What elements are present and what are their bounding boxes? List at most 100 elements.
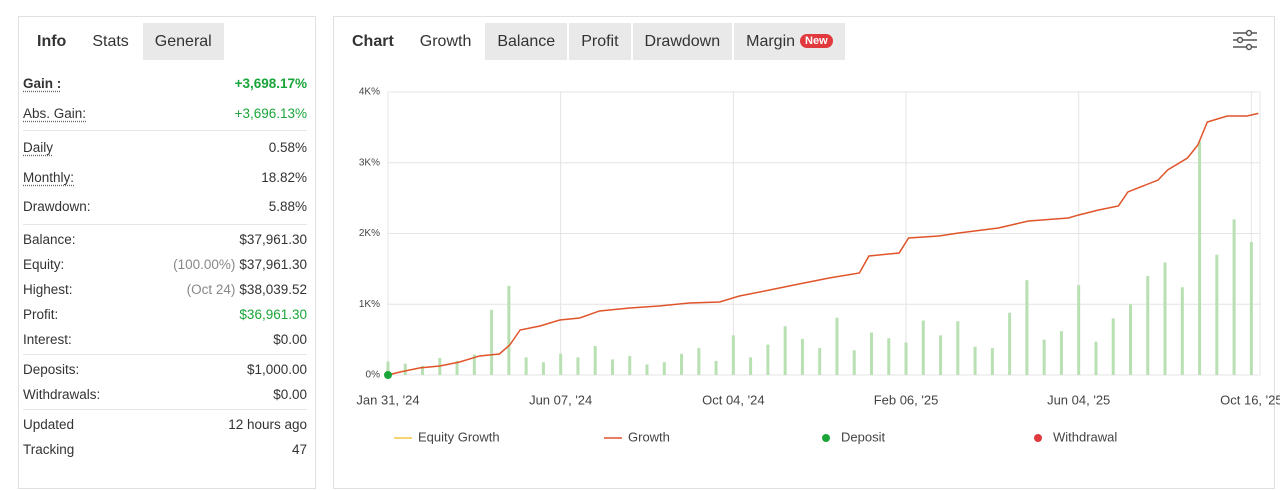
stat-value: +3,698.17%	[234, 76, 307, 92]
legend-label: Withdrawal	[1053, 429, 1117, 444]
bar	[869, 332, 873, 375]
tab[interactable]: Stats	[80, 23, 141, 60]
bar	[559, 353, 563, 375]
bar	[1215, 254, 1219, 375]
stat-value: $38,039.52	[239, 281, 307, 297]
settings-icon[interactable]	[1232, 28, 1258, 52]
bar	[507, 285, 511, 375]
bar	[1146, 275, 1150, 375]
stat-row: Daily 0.58%	[23, 133, 307, 163]
stat-value: 47	[291, 441, 307, 457]
bar	[472, 354, 476, 375]
bar	[1128, 304, 1132, 375]
x-tick-label: Jun 07, '24	[529, 392, 592, 407]
stat-label: Daily	[23, 140, 54, 156]
tab[interactable]: Info	[25, 23, 79, 60]
bar	[800, 338, 804, 375]
stat-row: Monthly: 18.82%	[23, 163, 307, 193]
stat-value-wrap: $0.00	[273, 332, 307, 347]
bar	[973, 346, 977, 375]
bar	[697, 348, 701, 375]
bar	[524, 357, 528, 375]
legend-swatch	[1034, 434, 1042, 442]
stat-value: 0.58%	[268, 140, 307, 156]
stat-label: Gain :	[23, 76, 62, 92]
bar	[421, 365, 425, 375]
bar	[1042, 339, 1046, 375]
bar	[852, 350, 856, 375]
bar	[541, 362, 545, 375]
bar	[645, 364, 649, 375]
stat-label: Tracking	[23, 441, 75, 457]
bar	[662, 362, 666, 375]
legend-swatch	[822, 434, 830, 442]
bar	[731, 335, 735, 375]
x-tick-label: Oct 04, '24	[702, 392, 764, 407]
deposit-marker	[384, 371, 392, 379]
bar	[939, 335, 943, 375]
tab-label: Chart	[352, 33, 394, 50]
tab[interactable]: Profit	[569, 23, 631, 60]
stat-value-wrap: 0.58%	[269, 140, 307, 155]
stats-group: Deposits: $1,000.00 Withdrawals: $0.00	[23, 353, 307, 409]
stat-value-wrap: (100.00%) $37,961.30	[173, 257, 307, 272]
y-tick-label: 2K%	[359, 228, 380, 239]
tab[interactable]: Chart	[340, 23, 406, 60]
tab-label: Profit	[581, 33, 619, 50]
bar	[386, 361, 390, 375]
bar	[1249, 241, 1253, 375]
bar	[835, 317, 839, 375]
stat-value-wrap: 18.82%	[261, 170, 307, 185]
stat-value: 5.88%	[268, 199, 307, 215]
x-tick-label: Jan 31, '24	[356, 392, 419, 407]
tab-label: Drawdown	[644, 33, 721, 50]
chart-panel: Chart Growth Balance Profit Drawdown Margin Ne…	[333, 16, 1275, 489]
stat-row: Tracking 47	[23, 437, 307, 462]
stat-label: Drawdown:	[23, 199, 91, 215]
bar	[1077, 285, 1081, 375]
chart-tabs: Chart Growth Balance Profit Drawdown Margin Ne…	[340, 23, 847, 60]
bar	[818, 348, 822, 375]
stat-value-wrap: $37,961.30	[239, 232, 307, 247]
tab[interactable]: Balance	[485, 23, 568, 60]
tab[interactable]: Drawdown	[632, 23, 733, 60]
growth-line	[387, 112, 1259, 376]
bar	[956, 321, 960, 375]
stat-label: Interest:	[23, 331, 72, 347]
tab[interactable]: General	[142, 23, 224, 60]
stat-label: Highest:	[23, 281, 73, 297]
bar	[783, 326, 787, 375]
stats-group: Balance: $37,961.30 Equity: (100.00%) $37,96…	[23, 223, 307, 354]
bar	[610, 359, 614, 375]
bar	[680, 353, 684, 375]
stat-row: Equity: (100.00%) $37,961.30	[23, 252, 307, 277]
stat-value: $37,961.30	[239, 256, 307, 272]
stat-value-wrap: 5.88%	[269, 199, 307, 214]
stat-row: Withdrawals: $0.00	[23, 382, 307, 407]
stats-tabs: Info Stats General	[25, 23, 226, 60]
stat-value-wrap: $0.00	[273, 387, 307, 402]
bar	[490, 309, 494, 375]
stat-row: Highest: (Oct 24) $38,039.52	[23, 277, 307, 302]
stat-value: 18.82%	[261, 169, 307, 185]
stat-value-wrap: 12 hours ago	[228, 417, 307, 432]
stat-value-wrap: $36,961.30	[239, 307, 307, 322]
bar	[628, 355, 632, 375]
x-tick-label: Oct 16, '25	[1220, 392, 1280, 407]
stat-label: Deposits:	[23, 361, 80, 377]
stat-label: Abs. Gain:	[23, 105, 87, 121]
bar	[1180, 287, 1184, 375]
new-badge: New	[800, 34, 833, 48]
stat-value: 12 hours ago	[228, 416, 307, 432]
stat-value: $0.00	[273, 331, 307, 347]
bar	[887, 338, 891, 375]
tab[interactable]: Margin New	[734, 23, 845, 60]
bar	[1111, 318, 1115, 375]
stat-label: Equity:	[23, 256, 65, 272]
bar	[990, 348, 994, 375]
stat-row: Balance: $37,961.30	[23, 227, 307, 252]
tab[interactable]: Growth	[407, 23, 484, 60]
stats-group: Updated 12 hours ago Tracking 47	[23, 408, 307, 464]
